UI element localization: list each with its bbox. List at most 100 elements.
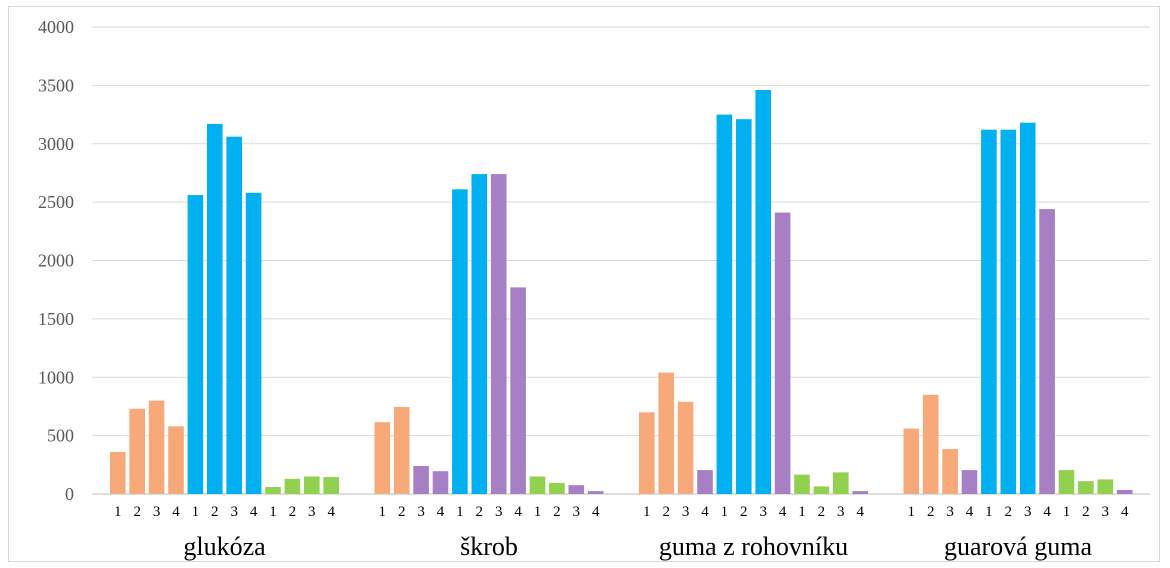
x-sub-label: 4 [592,504,600,520]
bar [755,90,771,494]
y-tick-label: 3000 [38,134,74,154]
bar [323,477,339,494]
bar [549,482,565,494]
x-sub-label: 1 [534,504,542,520]
x-sub-label: 4 [701,504,709,520]
x-sub-label: 1 [908,504,916,520]
bar [1097,479,1114,494]
x-sub-label: 4 [1043,504,1051,520]
x-sub-label: 4 [250,504,258,520]
x-sub-label: 4 [437,504,445,520]
x-sub-label: 2 [133,504,141,520]
x-sub-label: 4 [779,504,787,520]
x-sub-label: 2 [818,504,826,520]
x-sub-label: 1 [192,504,200,520]
y-tick-label: 4000 [38,17,74,37]
group-label: škrob [460,532,518,561]
x-sub-label: 1 [456,504,464,520]
x-sub-label: 2 [1005,504,1013,520]
bar [529,476,546,494]
y-tick-label: 2500 [38,192,74,212]
bar [639,412,655,494]
group-label: glukóza [183,532,266,561]
bar [304,476,320,494]
bar [794,474,810,494]
x-sub-label: 1 [1063,504,1071,520]
x-sub-label: 3 [153,504,161,520]
bar [922,394,939,494]
x-sub-label: 1 [721,504,729,520]
bar [413,466,429,494]
x-sub-label: 3 [308,504,316,520]
x-sub-label: 4 [327,504,335,520]
bar [207,123,223,495]
y-tick-label: 1000 [38,367,74,387]
bar [736,119,752,494]
x-sub-label: 3 [1102,504,1110,520]
x-sub-label: 1 [798,504,806,520]
bar [226,136,242,494]
bar [903,428,920,494]
x-sub-label: 4 [966,504,974,520]
x-sub-label: 4 [856,504,864,520]
bar [961,470,978,494]
bar [697,470,713,494]
bar [490,174,507,494]
x-sub-label: 2 [289,504,297,520]
bar [1116,489,1133,494]
x-sub-label: 2 [1082,504,1090,520]
x-sub-label: 3 [573,504,581,520]
y-tick-label: 500 [47,426,74,446]
bar [813,486,830,494]
bar [148,400,165,494]
bar [265,487,281,494]
x-sub-label: 2 [553,504,561,520]
x-sub-label: 2 [927,504,935,520]
bar [716,114,733,494]
y-tick-label: 0 [65,484,74,504]
bar [510,287,526,494]
x-sub-label: 4 [514,504,522,520]
x-sub-label: 1 [269,504,277,520]
x-sub-label: 3 [946,504,954,520]
bar [677,401,694,494]
bar [187,195,204,494]
x-sub-label: 1 [985,504,993,520]
x-sub-label: 3 [230,504,238,520]
bar [1058,470,1075,494]
bar [1019,122,1036,494]
group-label: guarová guma [944,532,1092,561]
x-sub-label: 2 [740,504,748,520]
bar [168,426,184,494]
y-tick-label: 3500 [38,75,74,95]
bar [852,491,868,494]
x-sub-label: 2 [476,504,484,520]
y-tick-label: 1500 [38,309,74,329]
y-axis-ticks: 0 500 1000 1500 2000 2500 3000 3500 4000 [38,17,74,504]
bar [374,422,391,494]
bar [658,372,674,494]
bar [432,471,449,494]
y-tick-label: 2000 [38,251,74,271]
bar [833,472,849,494]
bar [393,407,410,494]
bar [129,408,145,494]
bar [1078,481,1094,494]
x-sub-label: 3 [1024,504,1032,520]
x-sub-label: 3 [495,504,503,520]
bar [942,449,958,494]
x-sub-label: 2 [398,504,406,520]
x-sub-label: 1 [643,504,651,520]
x-sub-label: 3 [682,504,690,520]
x-sub-label: 3 [837,504,845,520]
bar [1000,129,1017,494]
bar [587,491,604,494]
x-sub-label: 4 [172,504,180,520]
x-sub-label: 3 [759,504,767,520]
bar [110,452,126,494]
group-label: guma z rohovníku [659,532,848,561]
x-sub-label: 2 [662,504,670,520]
x-sub-label: 1 [114,504,122,520]
